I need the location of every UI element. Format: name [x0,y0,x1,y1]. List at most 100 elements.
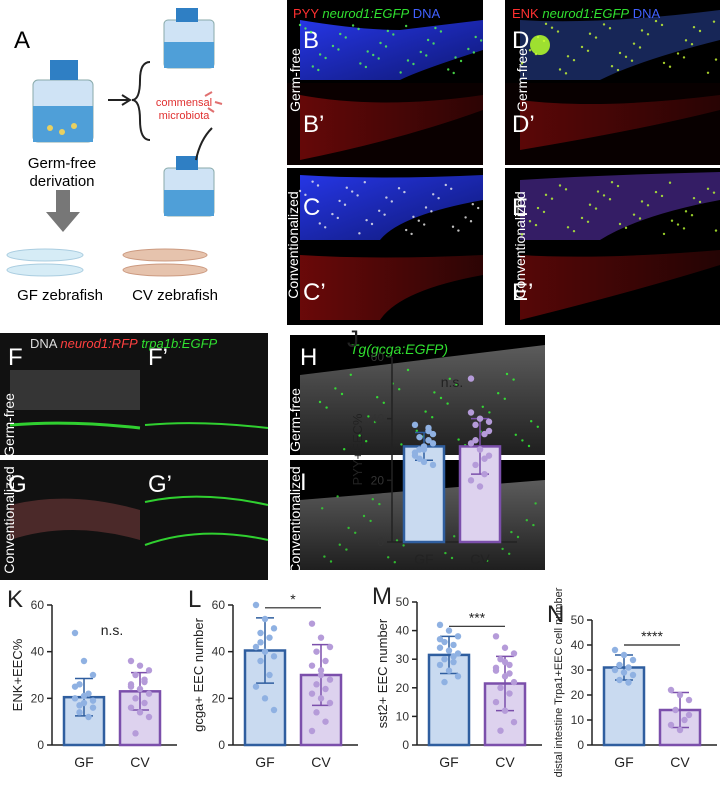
panel-letter: E’ [512,279,533,306]
cell [497,392,500,395]
cell [347,526,350,530]
cell [386,29,390,33]
cell [503,397,506,400]
data-point [261,695,269,702]
y-tick-label: 40 [371,412,385,426]
cell [412,62,415,66]
data-point [270,625,278,632]
panel-letter: C [303,194,320,221]
data-point [467,477,475,484]
data-point [257,639,264,646]
data-point [308,690,316,697]
panel-letter: B [303,27,319,54]
y-tick-label: 10 [571,713,585,727]
data-point [136,709,144,716]
x-tick-label: GF [414,551,433,567]
cell [433,391,436,394]
cell [638,217,642,220]
data-point [667,721,675,729]
cell [364,65,368,69]
cell [594,36,598,39]
cell [472,51,476,54]
y-axis-label: PYY+EEC% [350,413,365,485]
cell [624,55,628,59]
row-label: Germ-free [514,48,530,112]
cell [318,400,322,404]
cell [608,198,612,201]
cell [393,561,396,564]
cell [501,547,504,551]
stain-label: DNA neurod1:RFP trpa1b:EGFP [30,336,218,351]
data-point [445,627,453,634]
data-point [322,657,329,665]
cell [632,42,636,45]
data-point [420,458,428,466]
data-point [252,601,260,609]
cell [453,535,456,538]
data-point [467,375,475,382]
y-tick-label: 20 [396,681,410,695]
cell [684,39,688,42]
data-point [85,713,92,721]
cell [397,187,401,190]
panel-letter: F’ [148,344,168,371]
cell [580,45,584,49]
data-point [676,691,684,699]
cell [646,33,650,36]
cell [356,194,359,197]
cell [304,193,307,197]
y-tick-label: 30 [571,663,585,677]
cell [317,68,320,72]
cell [534,52,538,56]
data-point [322,685,329,693]
cell [412,215,415,219]
y-tick-label: 50 [571,613,585,627]
cell [580,216,584,220]
cell [662,61,666,65]
cell [544,193,548,197]
cell [331,212,334,216]
cell [321,507,324,510]
panel-letter: L [188,586,201,613]
data-point [416,455,423,462]
cell [638,46,642,49]
data-point [420,443,428,450]
stain: neurod1:RFP [60,336,138,351]
data-point [441,656,448,663]
data-point [322,718,329,725]
data-point [89,704,97,711]
data-point [681,716,688,724]
x-tick-label: GF [439,754,458,770]
annotation: n.s. [101,622,124,638]
cell [464,216,467,219]
cell [403,190,406,194]
cell [377,57,380,60]
cell [618,222,622,226]
data-point [145,690,153,697]
data-point [416,433,423,441]
cell [415,429,418,432]
cell [660,23,664,27]
cell [654,19,658,23]
cell [404,24,408,28]
data-point [472,437,479,444]
cell [329,560,333,563]
cell [311,65,315,68]
stain: neurod1:EGFP [542,6,629,21]
data-point [308,727,316,735]
cell [390,200,393,203]
cell [530,420,533,423]
row-label: Conventionalized [287,466,303,573]
cell [432,193,435,196]
cell [510,530,513,534]
panel-letter: M [372,583,392,610]
cell [450,556,454,560]
stain: DNA [633,6,661,21]
data-point [611,666,619,674]
cell [370,222,374,226]
cell [423,223,426,226]
data-point [497,727,504,734]
data-point [313,709,320,716]
annotation: * [290,591,296,607]
